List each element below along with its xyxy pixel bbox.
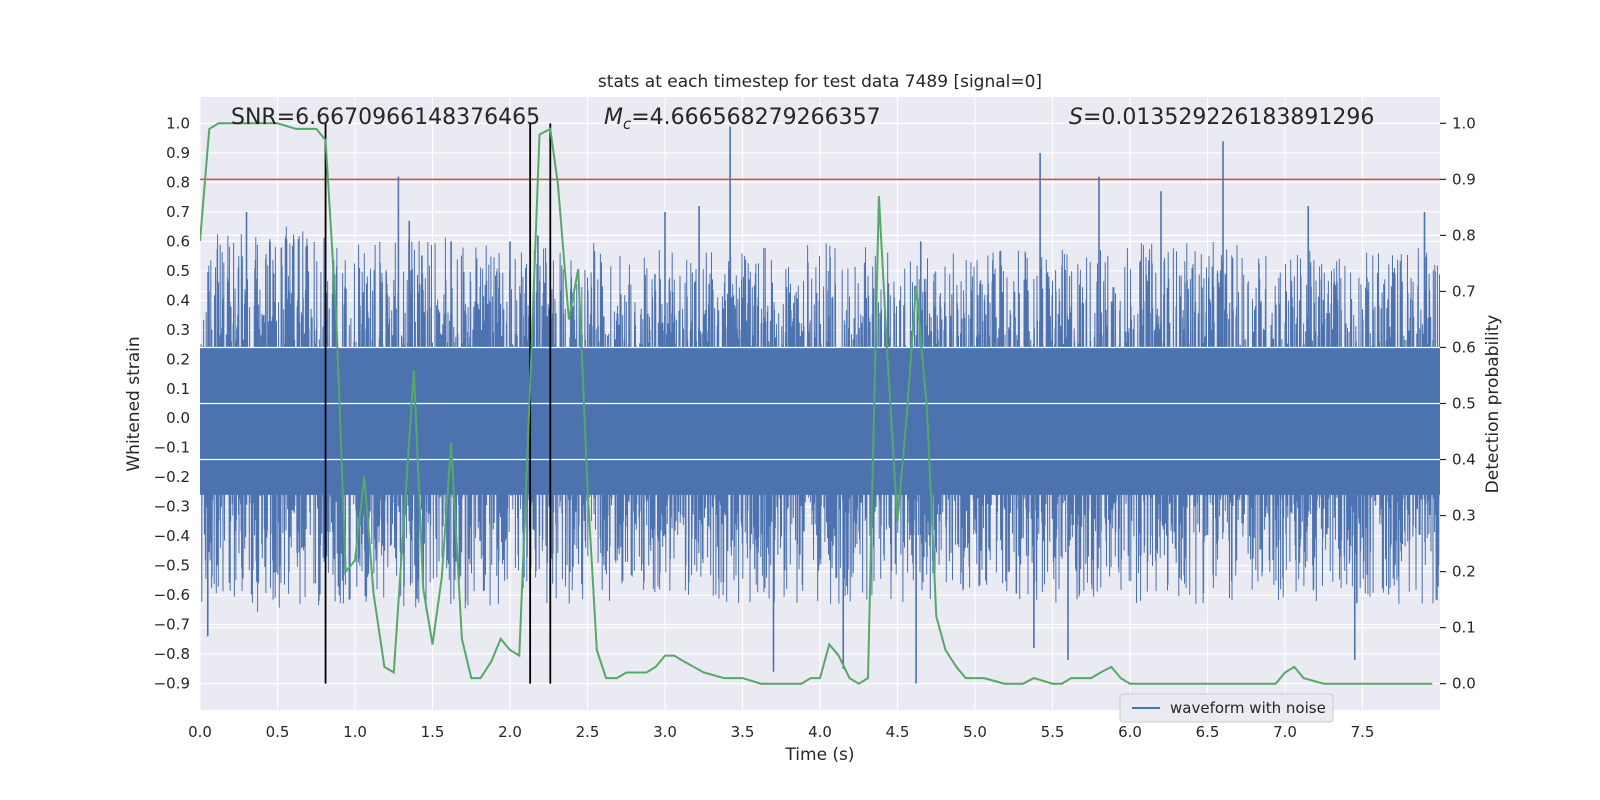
x-tick-label: 2.0 — [498, 723, 522, 741]
y2-tick-label: 0.5 — [1452, 395, 1476, 413]
y-tick-label: −0.3 — [154, 498, 190, 516]
x-tick-label: 4.0 — [808, 723, 832, 741]
y2-tick-label: 0.0 — [1452, 675, 1476, 693]
s-value: =0.013529226183891296 — [1083, 105, 1374, 130]
y-axis-label: Whitened strain — [124, 336, 144, 471]
chirp-mass-value: =4.666568279266357 — [631, 105, 880, 130]
y2-tick-label: 0.6 — [1452, 338, 1476, 356]
chart-title: stats at each timestep for test data 748… — [598, 72, 1042, 92]
legend-waveform-label: waveform with noise — [1170, 699, 1326, 717]
y-tick-label: 0.7 — [166, 203, 190, 221]
x-tick-label: 0.0 — [188, 723, 212, 741]
y2-tick-label: 0.3 — [1452, 507, 1476, 525]
y-tick-label: −0.7 — [154, 616, 190, 634]
y-axis-ticks: −0.9 −0.8 −0.7 −0.6 −0.5 −0.4 −0.3 −0.2 −0.1 0.0 0… — [154, 115, 190, 693]
legend-box — [1119, 693, 1334, 723]
probability-layer — [200, 122, 1440, 685]
y-tick-label: 0.2 — [166, 350, 190, 368]
y-tick-label: 0.4 — [166, 291, 190, 309]
y2-tick-label: 0.8 — [1452, 226, 1476, 244]
chirp-mass-subscript: c — [623, 115, 632, 133]
detection-probability-line — [200, 122, 1433, 685]
x-tick-label: 6.0 — [1118, 723, 1142, 741]
y-tick-label: −0.5 — [154, 557, 190, 575]
chirp-mass-symbol: M — [604, 105, 623, 130]
x-tick-label: 0.5 — [266, 723, 290, 741]
y-tick-label: 0.5 — [166, 262, 190, 280]
y-tick-label: 1.0 — [166, 115, 190, 133]
s-annotation: S=0.013529226183891296 — [1069, 105, 1374, 130]
y-tick-label: 0.0 — [166, 409, 190, 427]
y-tick-label: −0.4 — [154, 527, 190, 545]
x-tick-label: 4.5 — [886, 723, 910, 741]
y-tick-label: −0.8 — [154, 645, 190, 663]
x-tick-label: 5.0 — [963, 723, 987, 741]
y2-axis-ticks: 0.0 0.1 0.2 0.3 0.4 0.5 0.6 0.7 0.8 0.9 1.0 — [1440, 114, 1476, 693]
y2-tick-label: 0.9 — [1452, 170, 1476, 188]
y2-tick-label: 0.2 — [1452, 563, 1476, 581]
y2-tick-label: 0.1 — [1452, 619, 1476, 637]
x-tick-label: 3.0 — [653, 723, 677, 741]
y-tick-label: 0.6 — [166, 232, 190, 250]
y-tick-label: 0.3 — [166, 321, 190, 339]
y2-tick-label: 0.7 — [1452, 282, 1476, 300]
y2-tick-label: 1.0 — [1452, 114, 1476, 132]
x-axis-label: Time (s) — [784, 745, 854, 765]
chirp-mass-annotation: Mc=4.666568279266357 — [604, 105, 881, 133]
y2-axis-label: Detection probability — [1483, 315, 1503, 494]
y-tick-label: −0.9 — [154, 674, 190, 692]
y2-tick-label: 0.4 — [1452, 451, 1476, 469]
x-tick-label: 7.5 — [1351, 723, 1375, 741]
y-tick-label: −0.1 — [154, 439, 190, 457]
y-tick-label: −0.2 — [154, 468, 190, 486]
x-tick-label: 1.0 — [343, 723, 367, 741]
y-tick-label: 0.1 — [166, 380, 190, 398]
y-tick-label: 0.8 — [166, 173, 190, 191]
x-tick-label: 5.5 — [1041, 723, 1065, 741]
waveform-dense-band — [200, 347, 1440, 495]
x-tick-label: 7.0 — [1273, 723, 1297, 741]
x-tick-label: 6.5 — [1196, 723, 1220, 741]
x-axis-ticks: 0.0 0.5 1.0 1.5 2.0 2.5 3.0 3.5 4.0 4.5 5.0 5.5 6.0 6… — [188, 723, 1374, 741]
y-tick-label: 0.9 — [166, 144, 190, 162]
x-tick-label: 2.5 — [576, 723, 600, 741]
s-symbol: S — [1069, 105, 1083, 130]
legend: waveform with noise — [1119, 693, 1334, 723]
x-tick-label: 3.5 — [731, 723, 755, 741]
snr-annotation: SNR=6.6670966148376465 — [231, 105, 540, 130]
y-tick-label: −0.6 — [154, 586, 190, 604]
x-tick-label: 1.5 — [421, 723, 445, 741]
